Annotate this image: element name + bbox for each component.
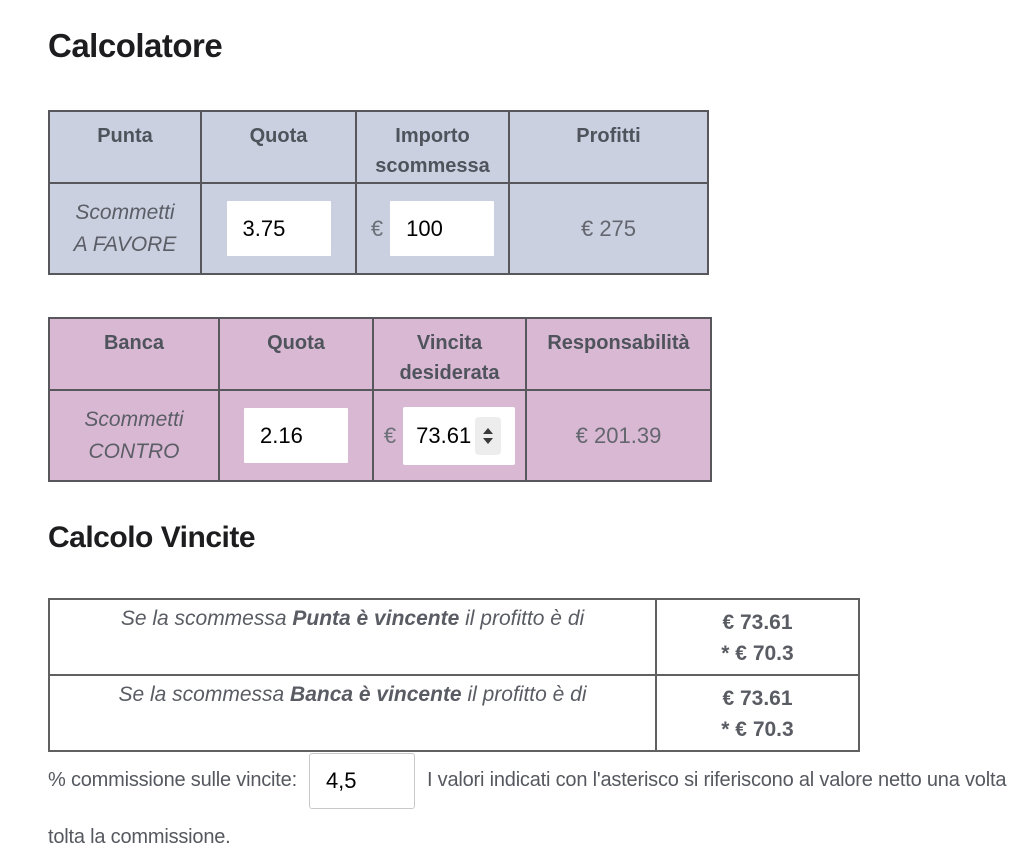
banca-header-banca: Banca xyxy=(48,317,220,391)
punta-header-punta: Punta xyxy=(48,110,202,184)
result-text-prefix: Se la scommessa xyxy=(118,683,291,706)
result-text-prefix: Se la scommessa xyxy=(120,607,293,630)
punta-header-profitti: Profitti xyxy=(508,110,709,184)
commission-input[interactable] xyxy=(308,752,415,809)
row-label-line: Scommetti xyxy=(75,200,175,224)
banca-header-quota: Quota xyxy=(218,317,374,391)
stepper-up-icon[interactable] xyxy=(483,427,494,434)
punta-importo-cell: € xyxy=(355,182,510,275)
punta-quota-cell xyxy=(200,182,357,275)
result-banca-value: € 73.61 * € 70.3 xyxy=(655,674,860,752)
banca-table: Banca Quota Vincita desiderata Responsab… xyxy=(48,317,712,482)
result-value-net: * € 70.3 xyxy=(721,718,794,741)
banca-header-row: Banca Quota Vincita desiderata Responsab… xyxy=(48,317,712,391)
stepper-down-icon[interactable] xyxy=(483,437,494,444)
banca-row-label: Scommetti CONTRO xyxy=(48,389,220,482)
banca-quota-cell xyxy=(218,389,374,482)
result-banca-text: Se la scommessa Banca è vincente il prof… xyxy=(48,674,657,752)
punta-data-row: Scommetti A FAVORE € € 275 xyxy=(48,182,709,275)
result-text-bold: Punta è vincente xyxy=(292,607,460,630)
banca-vincita-number-field xyxy=(403,406,516,465)
punta-header-quota: Quota xyxy=(200,110,357,184)
banca-header-vincita: Vincita desiderata xyxy=(372,317,527,391)
result-value-net: * € 70.3 xyxy=(721,642,794,665)
row-label-line: CONTRO xyxy=(88,439,180,463)
calculator-page: Calcolatore Punta Quota Importo scommess… xyxy=(0,26,1024,752)
result-value-gross: € 73.61 xyxy=(722,611,793,634)
section-title-calcolo-vincite: Calcolo Vincite xyxy=(48,521,256,554)
punta-header-importo: Importo scommessa xyxy=(355,110,510,184)
number-stepper[interactable] xyxy=(475,416,502,455)
result-text-bold: Banca è vincente xyxy=(290,683,462,706)
punta-profitti-value: € 275 xyxy=(508,182,709,275)
banca-data-row: Scommetti CONTRO € € 201.39 xyxy=(48,389,712,482)
asterisk-note: I valori indicati con l'asterisco si rif… xyxy=(48,769,1007,848)
result-row-punta: Se la scommessa Punta è vincente il prof… xyxy=(48,598,860,676)
punta-header-row: Punta Quota Importo scommessa Profitti xyxy=(48,110,709,184)
banca-vincita-input[interactable] xyxy=(403,422,476,449)
result-row-banca: Se la scommessa Banca è vincente il prof… xyxy=(48,674,860,752)
results-table: Se la scommessa Punta è vincente il prof… xyxy=(48,598,860,752)
punta-importo-input[interactable] xyxy=(390,201,495,256)
punta-table: Punta Quota Importo scommessa Profitti S… xyxy=(48,110,709,275)
result-punta-value: € 73.61 * € 70.3 xyxy=(655,598,860,676)
row-label-line: Scommetti xyxy=(84,407,184,431)
commission-label: % commissione sulle vincite: xyxy=(48,769,297,791)
result-value-gross: € 73.61 xyxy=(722,687,793,710)
banca-quota-input[interactable] xyxy=(244,408,348,463)
result-text-suffix: il profitto è di xyxy=(461,683,587,706)
punta-row-label: Scommetti A FAVORE xyxy=(48,182,202,275)
euro-symbol: € xyxy=(370,215,384,241)
banca-responsabilita-value: € 201.39 xyxy=(525,389,712,482)
commission-line: % commissione sulle vincite:I valori ind… xyxy=(48,752,1024,859)
row-label-line: A FAVORE xyxy=(73,232,177,256)
euro-symbol: € xyxy=(383,422,397,448)
page-title: Calcolatore xyxy=(48,27,223,64)
punta-quota-input[interactable] xyxy=(226,201,331,256)
banca-vincita-cell: € xyxy=(372,389,527,482)
result-punta-text: Se la scommessa Punta è vincente il prof… xyxy=(48,598,657,676)
banca-header-responsabilita: Responsabilità xyxy=(525,317,712,391)
result-text-suffix: il profitto è di xyxy=(459,607,585,630)
